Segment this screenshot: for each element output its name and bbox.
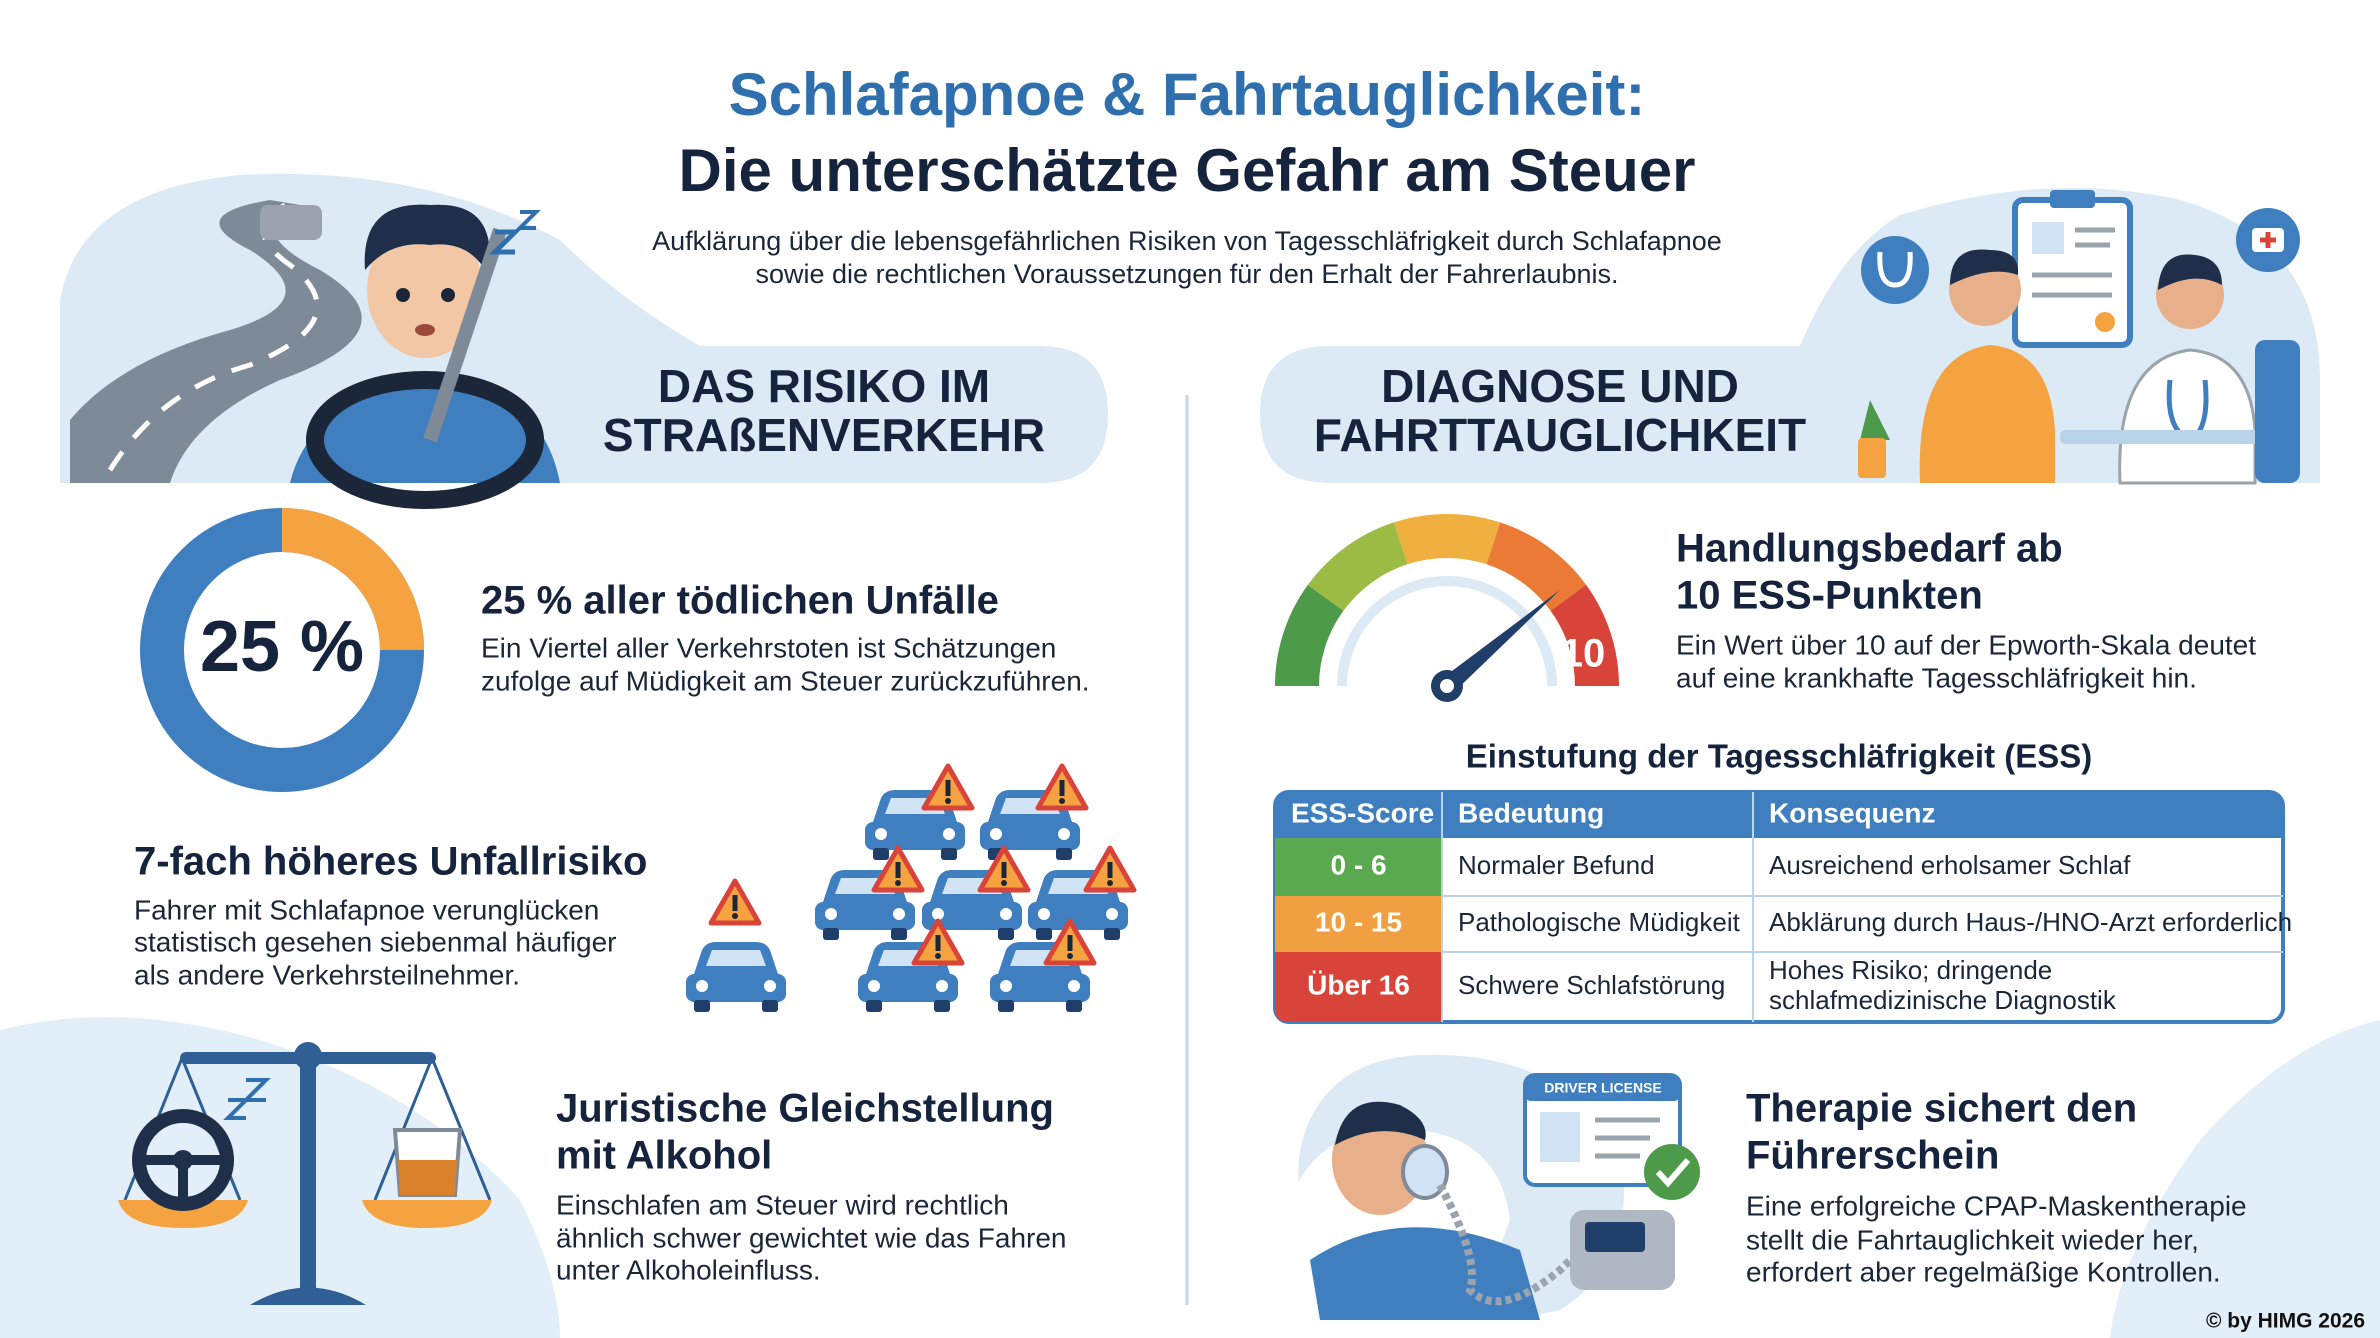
gauge-segment [1485, 522, 1587, 612]
consequence-text: schlafmedizinische Diagnostik [1769, 985, 2117, 1015]
stat-text: zufolge auf Müdigkeit am Steuer zurückzu… [481, 665, 1090, 696]
background-blob [0, 1017, 560, 1338]
stat-title: Handlungsbedarf ab [1676, 527, 2063, 571]
gauge-inner [1337, 576, 1557, 687]
consequence-text: Ausreichend erholsamer Schlaf [1769, 850, 2131, 880]
gauge-segment [1393, 514, 1501, 565]
consequence-text: Hohes Risiko; dringende [1769, 955, 2052, 985]
cars-illustration [686, 766, 1134, 1012]
stat-text: Einschlafen am Steuer wird rechtlich [556, 1189, 1009, 1220]
meaning-text: Schwere Schlafstörung [1458, 970, 1725, 1000]
stat-text: statistisch gesehen siebenmal häufiger [134, 926, 617, 957]
stat-title: Führerschein [1746, 1134, 1999, 1178]
background-blob [2110, 1020, 2380, 1338]
stat-title: 25 % aller tödlichen Unfälle [481, 579, 999, 623]
gauge-segment [1550, 584, 1619, 687]
stat-text: Eine erfolgreiche CPAP-Maskentherapie [1746, 1190, 2247, 1221]
section-heading: DAS RISIKO IM [658, 360, 990, 412]
stat-text: ähnlich schwer gewichtet wie das Fahren [556, 1222, 1066, 1253]
license-label: DRIVER LICENSE [1544, 1080, 1661, 1096]
stat-title: 10 ESS-Punkten [1676, 574, 1983, 618]
table-header-cell: ESS-Score [1291, 797, 1434, 828]
section-heading: FAHRTTAUGLICHKEIT [1314, 409, 1806, 461]
title: Die unterschätzte Gefahr am Steuer [679, 137, 1696, 204]
stat-text: Ein Wert über 10 auf der Epworth-Skala d… [1676, 629, 2256, 660]
stat-text: als andere Verkehrsteilnehmer. [134, 959, 520, 990]
score-text: Über 16 [1307, 969, 1410, 1000]
score-cell [1275, 952, 1442, 1022]
section-heading: STRAßENVERKEHR [603, 409, 1045, 461]
score-cell [1275, 838, 1442, 896]
meaning-text: Normaler Befund [1458, 850, 1655, 880]
stat-title: Therapie sichert den [1746, 1087, 2137, 1131]
meaning-text: Pathologische Müdigkeit [1458, 907, 1741, 937]
cpap-illustration [1290, 1073, 1700, 1320]
driver-illustration [70, 200, 560, 509]
title: Schlafapnoe & Fahrtauglichkeit: [729, 61, 1646, 128]
footer: © by HIMG 2026 [2206, 1310, 2365, 1333]
consequence-text: Abklärung durch Haus-/HNO-Arzt erforderl… [1769, 907, 2292, 937]
subtitle: Aufklärung über die lebensgefährlichen R… [652, 226, 1722, 256]
stat-text: auf eine krankhafte Tagesschläfrigkeit h… [1676, 662, 2197, 693]
scale-illustration [118, 1042, 492, 1305]
section-heading: DIAGNOSE UND [1381, 360, 1739, 412]
donut-segment [281, 508, 424, 651]
stat-title: mit Alkohol [556, 1134, 772, 1178]
ess-table: ESS-Score Bedeutung Konsequenz 0 - 6 Normale… [1273, 790, 2292, 1024]
score-text: 0 - 6 [1330, 849, 1386, 880]
table-header [1275, 792, 2283, 838]
stat-text: stellt die Fahrtauglichkeit wieder her, [1746, 1224, 2199, 1255]
gauge-segment [1275, 584, 1344, 687]
donut-label: 25 % [200, 607, 364, 687]
stat-text: Ein Viertel aller Verkehrstoten ist Schä… [481, 632, 1056, 663]
doctor-illustration [1850, 190, 2300, 485]
table-header-cell: Bedeutung [1458, 797, 1604, 828]
subtitle: sowie die rechtlichen Voraussetzungen fü… [756, 259, 1619, 289]
table-title: Einstufung der Tagesschläfrigkeit (ESS) [1466, 738, 2093, 775]
table-header-cell: Konsequenz [1769, 797, 1935, 828]
gauge [1275, 514, 1619, 687]
stat-title: 7-fach höheres Unfallrisiko [134, 840, 647, 884]
stat-text: Fahrer mit Schlafapnoe verunglücken [134, 894, 599, 925]
gauge-needle [1431, 590, 1560, 702]
stat-text: unter Alkoholeinfluss. [556, 1254, 821, 1285]
stat-title: Juristische Gleichstellung [556, 1087, 1054, 1131]
gauge-segment [1307, 522, 1409, 612]
gauge-label: 10 [1561, 632, 1606, 676]
score-cell [1275, 896, 1442, 952]
stat-text: erfordert aber regelmäßige Kontrollen. [1746, 1256, 2221, 1287]
score-text: 10 - 15 [1315, 906, 1402, 937]
